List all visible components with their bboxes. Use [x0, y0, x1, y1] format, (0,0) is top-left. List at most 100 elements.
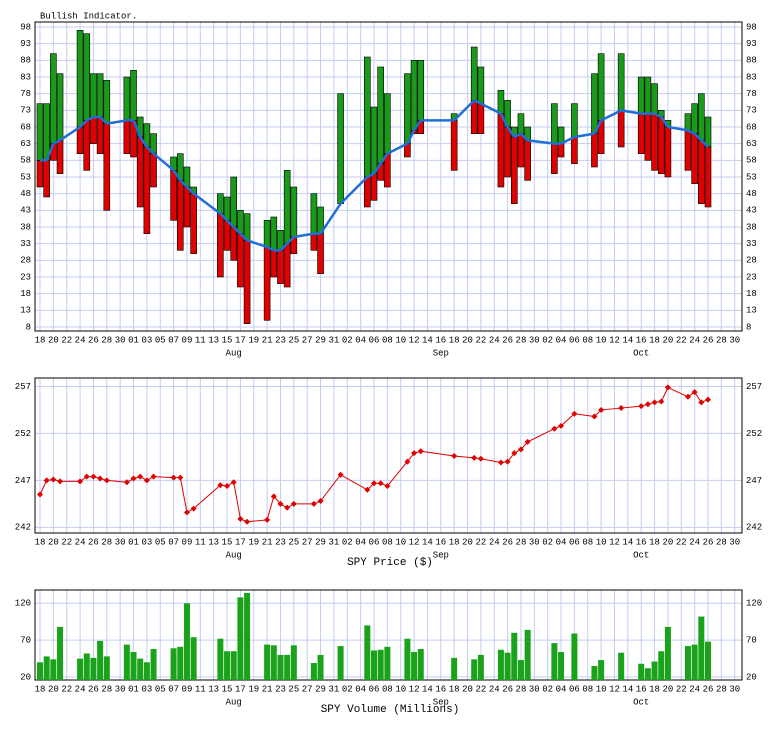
x-tick-label: 02: [342, 537, 353, 547]
plot-frame: [34, 377, 743, 534]
down-bar: [123, 120, 131, 154]
x-tick-label: 06: [569, 537, 580, 547]
y-tick-label: 70: [20, 636, 31, 646]
up-bar: [230, 176, 238, 228]
x-tick-label: 21: [262, 335, 273, 345]
x-tick-label: 05: [155, 684, 166, 694]
down-bar: [517, 133, 525, 168]
y-tick-label-right: 88: [746, 56, 757, 66]
indicator-line: [660, 116, 669, 128]
volume-bar: [190, 637, 197, 680]
x-tick-label: 12: [409, 537, 420, 547]
indicator-line: [620, 109, 642, 115]
indicator-line: [186, 186, 195, 195]
price-marker: [284, 504, 291, 511]
down-bar: [183, 186, 191, 228]
up-bar: [551, 103, 558, 144]
price-line: [340, 474, 368, 491]
volume-bar: [57, 626, 64, 680]
x-tick-label: 28: [716, 335, 727, 345]
price-line: [621, 405, 642, 409]
down-bar: [283, 243, 291, 288]
down-bar: [90, 116, 97, 144]
y-tick-label-right: 48: [746, 189, 757, 199]
volume-bar: [237, 597, 244, 680]
x-tick-label: 31: [329, 537, 340, 547]
x-tick-label: 28: [516, 684, 527, 694]
y-tick-label: 93: [20, 39, 31, 49]
indicator-line: [520, 132, 529, 142]
y-tick-label: 23: [20, 272, 31, 282]
x-tick-label: 31: [329, 684, 340, 694]
down-bar: [176, 180, 184, 251]
down-bar: [217, 213, 224, 278]
indicator-line: [506, 126, 516, 138]
up-bar: [410, 60, 418, 131]
y-tick-label: 20: [20, 672, 31, 682]
x-tick-label: 27: [302, 335, 313, 345]
x-tick-label: 30: [529, 537, 540, 547]
y-tick-label-right: 78: [746, 89, 757, 99]
x-tick-label: 13: [208, 335, 219, 345]
x-tick-label: 02: [542, 335, 553, 345]
price-marker: [270, 493, 277, 500]
volume-bar: [264, 644, 271, 680]
x-tick-label: 08: [382, 537, 393, 547]
price-line: [420, 450, 455, 457]
price-marker: [183, 509, 190, 516]
x-tick-label: 04: [355, 537, 366, 547]
down-bar: [170, 170, 177, 221]
x-tick-label: 18: [649, 335, 660, 345]
up-bar: [310, 193, 318, 234]
volume-bar: [558, 651, 565, 680]
indicator-line: [453, 99, 476, 122]
up-bar: [263, 220, 271, 248]
indicator-line: [700, 139, 709, 148]
up-bar: [470, 46, 478, 101]
price-marker: [170, 474, 177, 481]
volume-bar: [618, 652, 625, 680]
indicator-line: [179, 179, 188, 188]
price-marker: [310, 500, 317, 507]
price-line: [386, 461, 408, 487]
volume-bar: [705, 641, 711, 680]
down-bar: [664, 126, 672, 178]
up-bar: [36, 103, 44, 161]
price-marker: [504, 458, 511, 465]
y-tick-label-right: 18: [746, 289, 757, 299]
x-tick-label: 22: [676, 335, 687, 345]
up-bar: [704, 116, 712, 148]
x-tick-label: 02: [342, 335, 353, 345]
y-tick-label-right: 257: [746, 382, 762, 392]
month-label: Aug: [226, 550, 242, 560]
x-tick-label: 27: [302, 537, 313, 547]
price-line: [660, 387, 669, 402]
x-tick-label: 19: [248, 684, 259, 694]
down-bar: [364, 176, 371, 208]
x-tick-label: 10: [596, 684, 607, 694]
up-bar: [557, 126, 565, 144]
indicator-line: [192, 192, 222, 215]
x-tick-label: 12: [409, 335, 420, 345]
volume-bar: [170, 648, 177, 680]
x-tick-label: 19: [248, 537, 259, 547]
volume-bar: [517, 660, 524, 680]
volume-bar: [598, 660, 605, 680]
up-bar: [691, 103, 698, 134]
down-bar: [704, 146, 712, 208]
down-bar: [190, 193, 197, 254]
price-marker: [371, 480, 377, 487]
x-tick-label: 24: [75, 335, 86, 345]
price-marker: [103, 477, 110, 484]
x-tick-label: 18: [35, 335, 46, 345]
indicator-line: [600, 109, 622, 122]
y-tick-label-right: 70: [746, 636, 757, 646]
price-line: [179, 477, 188, 513]
down-bar: [524, 140, 531, 181]
volume-bar: [43, 656, 50, 680]
indicator-line: [279, 242, 289, 252]
x-tick-label: 18: [449, 537, 460, 547]
down-bar: [223, 220, 231, 251]
down-bar: [96, 116, 104, 154]
volume-bar: [411, 651, 418, 680]
